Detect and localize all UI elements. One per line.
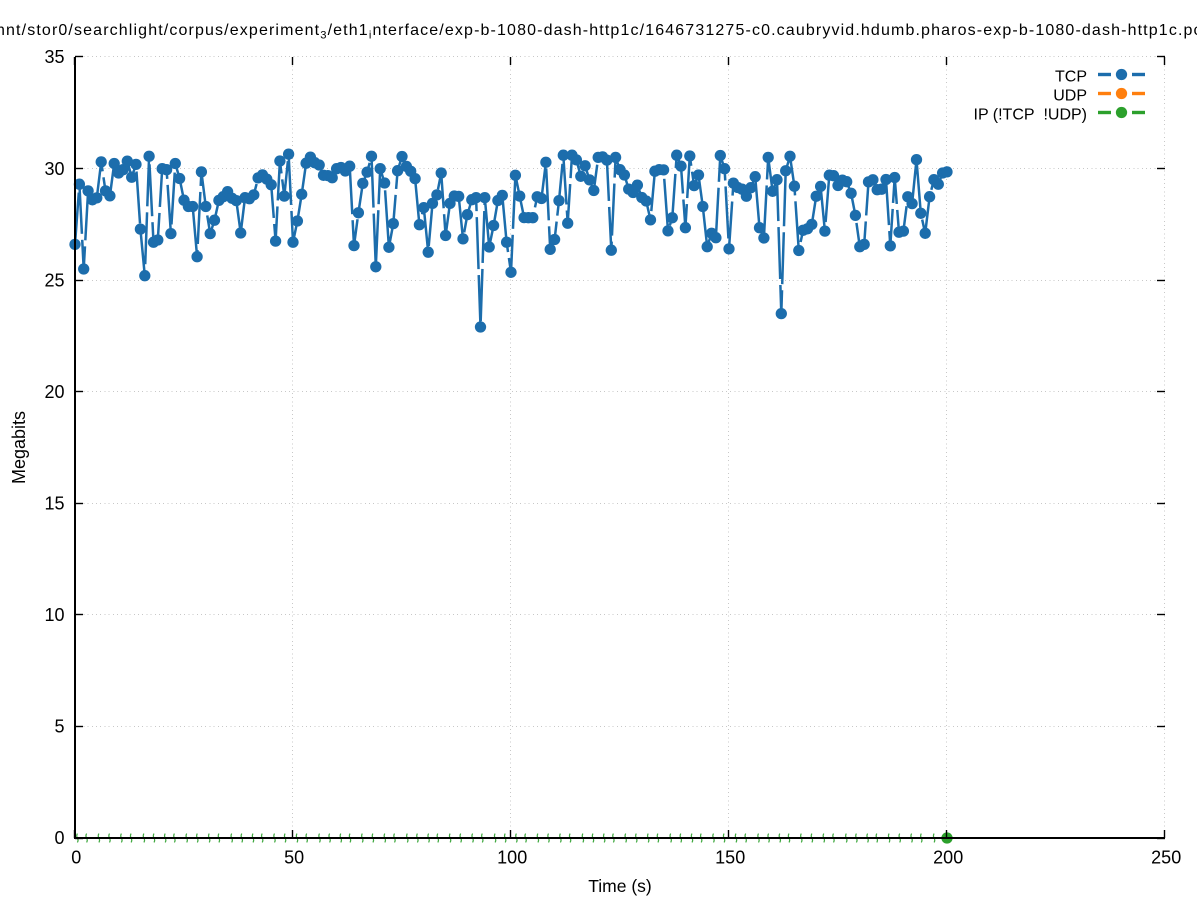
svg-text:5: 5	[54, 717, 64, 737]
svg-text:TCP: TCP	[1055, 68, 1087, 85]
svg-text:0: 0	[71, 847, 81, 867]
svg-text:35: 35	[44, 47, 64, 67]
svg-text:UDP: UDP	[1053, 87, 1087, 104]
svg-text:Time (s): Time (s)	[588, 876, 652, 896]
svg-text:15: 15	[44, 494, 64, 514]
svg-text:20: 20	[44, 382, 64, 402]
svg-text:nnt/stor0/searchlight/corpus/e: nnt/stor0/searchlight/corpus/experiment3…	[0, 22, 1197, 42]
svg-text:50: 50	[284, 847, 304, 867]
svg-text:25: 25	[44, 270, 64, 290]
svg-text:250: 250	[1151, 847, 1181, 867]
svg-text:200: 200	[933, 847, 963, 867]
svg-text:100: 100	[497, 847, 527, 867]
svg-text:10: 10	[44, 605, 64, 625]
svg-text:30: 30	[44, 159, 64, 179]
svg-text:0: 0	[54, 828, 64, 848]
svg-text:150: 150	[715, 847, 745, 867]
svg-text:IP (!TCP !UDP): IP (!TCP !UDP)	[974, 106, 1088, 123]
svg-text:Megabits: Megabits	[9, 411, 29, 484]
